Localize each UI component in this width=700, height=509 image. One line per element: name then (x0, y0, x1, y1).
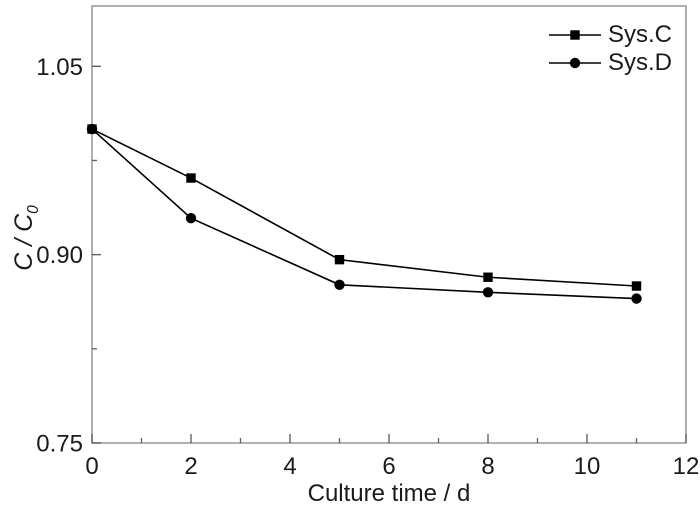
data-point-marker-circle (185, 213, 197, 224)
data-point-marker-circle (482, 287, 494, 298)
legend-circle-marker (569, 57, 581, 69)
data-point-marker-circle (86, 123, 98, 135)
y-axis-title: C / C0 (8, 173, 42, 303)
x-axis-title: Culture time / d (307, 480, 471, 507)
y-axis-title-c1: C (10, 252, 38, 271)
y-axis-title-c2: C (10, 213, 38, 232)
x-tick-label: 0 (85, 453, 98, 480)
data-point-marker-circle (631, 293, 642, 304)
x-tick-label: 4 (283, 453, 296, 480)
legend-label-sys-d: Sys.D (608, 49, 673, 76)
series-line-sys-c (91, 128, 637, 287)
x-tick-label: 2 (184, 453, 197, 480)
y-tick-label: 0.90 (36, 242, 83, 269)
data-point-marker-square (483, 272, 493, 282)
legend-label-sys-c: Sys.C (608, 21, 673, 48)
legend: Sys.C Sys.D (549, 21, 672, 77)
legend-key-circle-marker-icon (549, 57, 601, 69)
y-tick-label: 0.75 (36, 431, 83, 458)
data-point-marker-square (334, 254, 345, 265)
legend-square-marker (570, 30, 580, 40)
legend-item-sys-d: Sys.D (549, 49, 672, 77)
legend-item-sys-c: Sys.C (549, 21, 672, 49)
x-tick-label: 6 (382, 453, 395, 480)
y-tick-label: 1.05 (36, 54, 83, 81)
y-axis-title-slash: / (10, 231, 38, 253)
x-tick-label: 10 (574, 453, 601, 480)
series-line-sys-d (91, 128, 637, 300)
x-tick-label: 12 (673, 453, 700, 480)
legend-key-square-marker-icon (549, 30, 601, 40)
data-point-marker-square (631, 281, 642, 291)
y-axis-title-subscript: 0 (25, 205, 42, 214)
x-tick-label: 8 (481, 453, 494, 480)
data-point-marker-square (186, 173, 196, 183)
data-point-marker-circle (334, 279, 345, 290)
